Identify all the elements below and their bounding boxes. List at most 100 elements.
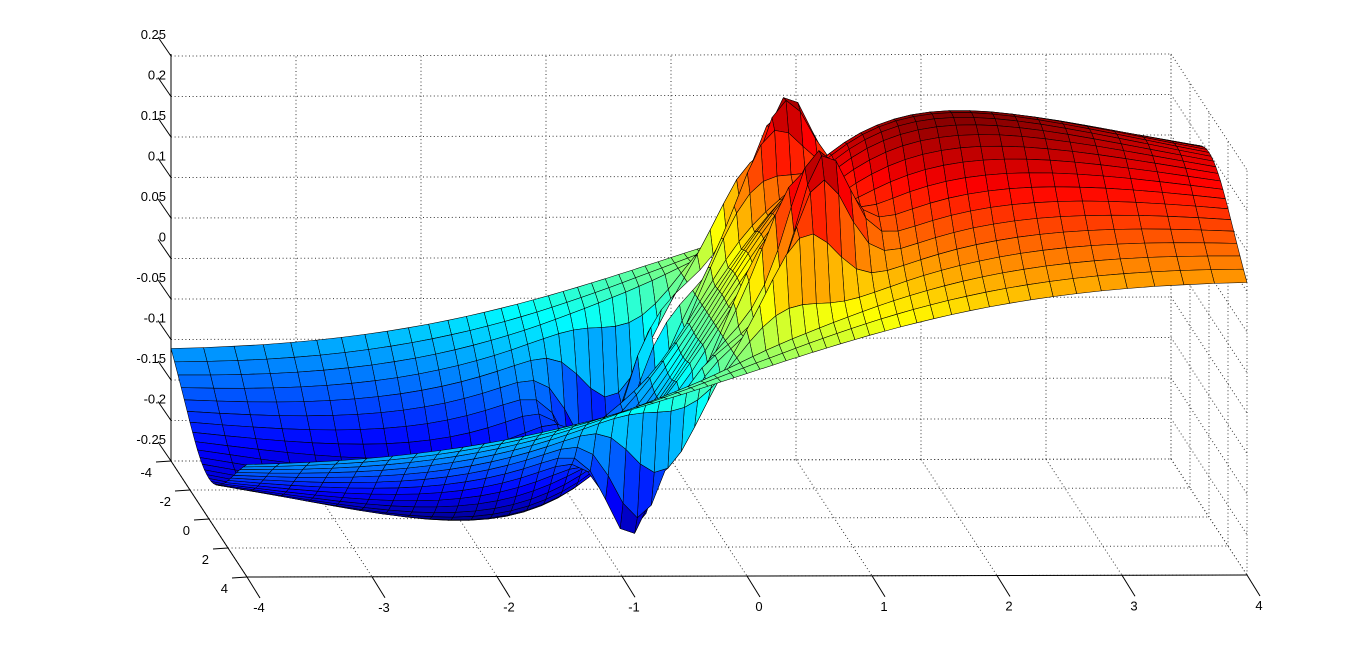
surface-quad: [1108, 201, 1139, 216]
x-tick: [996, 575, 1011, 597]
y-tick: [212, 547, 229, 550]
z-tick-label: -0.15: [136, 351, 166, 366]
surface-quad: [360, 428, 387, 445]
surface-quad: [296, 472, 330, 478]
surface-quad: [300, 385, 331, 402]
surface-quad: [344, 349, 373, 369]
surface-quad: [1076, 173, 1107, 189]
z-tick-label: -0.05: [136, 270, 166, 285]
surface-quad: [236, 469, 273, 474]
surface-quad: [303, 400, 334, 417]
surface-quad: [1039, 231, 1067, 251]
surface-quad: [1028, 172, 1056, 188]
surface-quad: [1170, 228, 1205, 244]
surface-quad: [955, 124, 979, 136]
surface-quad: [1033, 201, 1061, 219]
surface-quad: [347, 481, 377, 489]
surface-quad: [985, 173, 1010, 192]
surface-quad: [973, 117, 998, 126]
surface-quad: [1087, 229, 1118, 246]
surface-quad: [316, 337, 346, 356]
surface-quad: [1049, 278, 1077, 297]
z-tick: [157, 239, 172, 259]
x-tick: [746, 575, 761, 598]
surface-quad: [1105, 187, 1137, 203]
surface-quad: [1094, 258, 1124, 277]
surface-quad: [326, 383, 355, 401]
surface-quad: [250, 414, 283, 429]
surface-quad: [322, 476, 354, 483]
surface-quad: [953, 117, 977, 126]
surface-quad: [427, 419, 451, 441]
z-tick: [157, 360, 172, 381]
surface-quad: [1042, 247, 1070, 267]
x-tick-label: -2: [503, 600, 515, 615]
z-tick-label: 0.25: [141, 27, 166, 42]
surface-quad: [279, 415, 310, 430]
x-tick: [1121, 574, 1136, 597]
x-tick: [871, 575, 886, 598]
surface-quad: [206, 360, 242, 376]
x-tick: [246, 576, 261, 599]
y-tick-label: 0: [183, 523, 190, 538]
z-tick: [157, 401, 172, 421]
surface-quad: [371, 361, 398, 381]
surface-quad: [960, 146, 984, 163]
surface-quad: [414, 499, 440, 508]
surface-quad: [1116, 242, 1149, 260]
surface-quad: [216, 400, 251, 415]
surface-quad: [1079, 186, 1109, 202]
surface-quad: [276, 401, 308, 417]
x-tick-label: 4: [1255, 598, 1262, 613]
surface-quad: [1150, 270, 1185, 287]
surface-quad: [1147, 256, 1181, 273]
x-tick: [621, 575, 636, 598]
surface-quad: [1031, 186, 1058, 203]
surface-quad: [1014, 218, 1041, 238]
surface-quad: [243, 463, 280, 468]
x-tick-label: 1: [880, 599, 887, 614]
surface-quad: [951, 112, 975, 118]
surface-quad: [411, 506, 437, 513]
surface-quad: [1023, 146, 1051, 161]
surface-quad: [293, 477, 327, 483]
surface-quad: [999, 134, 1025, 148]
surface-quad: [348, 364, 376, 384]
grid-backwall-z: [170, 53, 1172, 57]
surface-quad: [1072, 275, 1102, 294]
surface-quad: [962, 159, 986, 178]
y-tick-label: 2: [202, 552, 209, 567]
surface-quad: [370, 487, 399, 495]
surface-quad: [237, 358, 271, 375]
surface-quad: [1063, 230, 1092, 248]
surface-quad: [177, 374, 214, 389]
surface-quad: [980, 145, 1005, 161]
surface-quad: [1004, 158, 1030, 174]
z-tick-label: -0.25: [136, 432, 166, 447]
z-tick-label: -0.1: [144, 311, 166, 326]
surface-quad: [400, 390, 425, 411]
surface-quad: [344, 487, 375, 495]
z-tick: [157, 320, 172, 340]
surface-quad: [1102, 175, 1134, 191]
surface-quad: [1001, 145, 1027, 160]
surface-quad: [368, 493, 397, 501]
surface-quad: [338, 443, 366, 459]
surface-quad: [1110, 214, 1142, 230]
surface-quad: [519, 399, 540, 417]
grid-rightwall-z: [1170, 53, 1248, 171]
surface-quad: [978, 134, 1003, 147]
surface-quad: [170, 347, 208, 363]
y-tick: [155, 460, 172, 463]
surface-quad: [351, 380, 379, 400]
surface-quad: [1201, 229, 1238, 244]
axes-labels: -4 -3 -2 -1 0 1 2 3 4-4-20240.250.20.150.10.050-…: [136, 27, 1262, 615]
surface-quad: [1164, 203, 1199, 218]
surface-quad: [393, 493, 420, 501]
surface-quad: [957, 134, 981, 149]
surface-quad: [982, 158, 1007, 176]
y-tick-label: -2: [159, 494, 171, 509]
x-tick-label: 3: [1130, 598, 1137, 613]
surface-quad: [1006, 172, 1032, 189]
x-tick: [496, 576, 511, 598]
